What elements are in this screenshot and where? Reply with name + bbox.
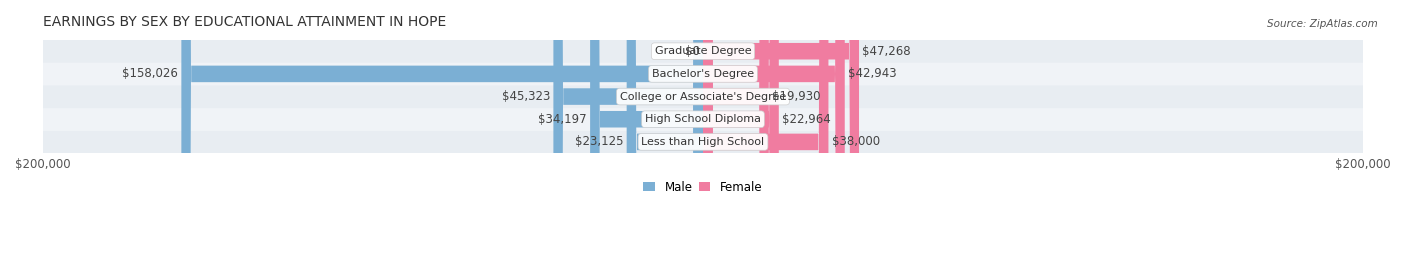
- FancyBboxPatch shape: [703, 0, 769, 269]
- Text: $47,268: $47,268: [862, 45, 911, 58]
- FancyBboxPatch shape: [42, 85, 1364, 108]
- Text: $158,026: $158,026: [122, 68, 179, 80]
- Text: EARNINGS BY SEX BY EDUCATIONAL ATTAINMENT IN HOPE: EARNINGS BY SEX BY EDUCATIONAL ATTAINMEN…: [42, 15, 446, 29]
- Text: $23,125: $23,125: [575, 135, 623, 148]
- FancyBboxPatch shape: [554, 0, 703, 269]
- FancyBboxPatch shape: [181, 0, 703, 269]
- FancyBboxPatch shape: [591, 0, 703, 269]
- FancyBboxPatch shape: [703, 0, 845, 269]
- Text: Less than High School: Less than High School: [641, 137, 765, 147]
- Text: High School Diploma: High School Diploma: [645, 114, 761, 124]
- Text: $22,964: $22,964: [782, 113, 831, 126]
- FancyBboxPatch shape: [42, 130, 1364, 154]
- FancyBboxPatch shape: [703, 0, 859, 269]
- FancyBboxPatch shape: [703, 0, 779, 269]
- Text: $38,000: $38,000: [832, 135, 880, 148]
- FancyBboxPatch shape: [627, 0, 703, 269]
- FancyBboxPatch shape: [703, 0, 828, 269]
- Text: $19,930: $19,930: [772, 90, 821, 103]
- Text: Bachelor's Degree: Bachelor's Degree: [652, 69, 754, 79]
- FancyBboxPatch shape: [42, 108, 1364, 131]
- FancyBboxPatch shape: [42, 62, 1364, 86]
- Text: College or Associate's Degree: College or Associate's Degree: [620, 91, 786, 102]
- Text: $34,197: $34,197: [538, 113, 586, 126]
- Legend: Male, Female: Male, Female: [638, 176, 768, 198]
- Text: $42,943: $42,943: [848, 68, 897, 80]
- Text: Graduate Degree: Graduate Degree: [655, 46, 751, 56]
- Text: $0: $0: [685, 45, 700, 58]
- FancyBboxPatch shape: [42, 40, 1364, 63]
- Text: $45,323: $45,323: [502, 90, 550, 103]
- Text: Source: ZipAtlas.com: Source: ZipAtlas.com: [1267, 19, 1378, 29]
